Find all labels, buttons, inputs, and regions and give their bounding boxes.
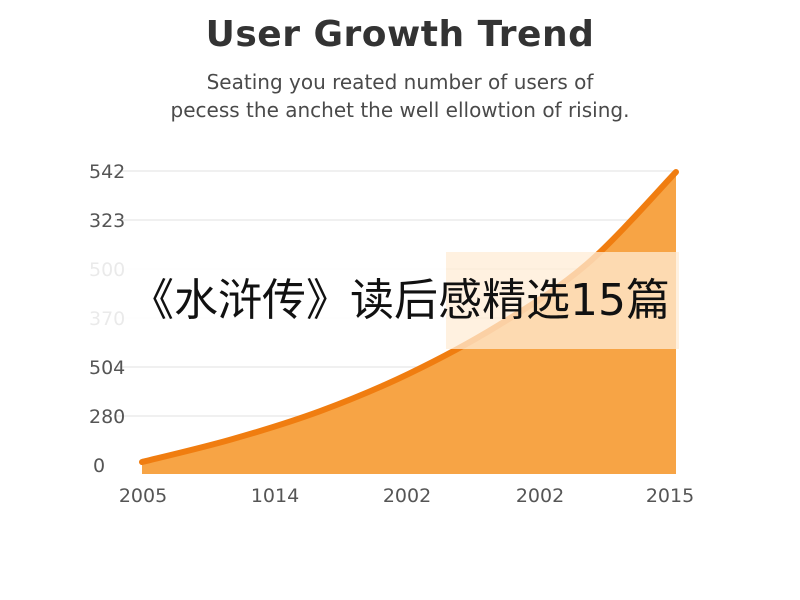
- subtitle-line-2: pecess the anchet the well ellowtion of …: [170, 98, 630, 122]
- x-axis-tick-labels: 2005 1014 2002 2002 2015: [119, 485, 694, 507]
- x-tick-label: 2002: [516, 485, 564, 507]
- overlay-caption: 《水浒传》读后感精选15篇: [130, 275, 670, 326]
- y-tick-label: 0: [93, 455, 105, 477]
- x-tick-label: 1014: [251, 485, 299, 507]
- x-tick-label: 2005: [119, 485, 167, 507]
- x-tick-label: 2015: [646, 485, 694, 507]
- overlay-banner: [0, 252, 800, 349]
- y-tick-label: 542: [89, 161, 125, 183]
- overlay-banner-left: [0, 252, 446, 349]
- x-tick-label: 2002: [383, 485, 431, 507]
- chart-subtitle: Seating you reated number of users of pe…: [100, 68, 700, 124]
- overlay-banner-right: [446, 252, 679, 349]
- series-area: [142, 172, 676, 474]
- y-tick-label: 323: [89, 210, 125, 232]
- chart-title: User Growth Trend: [205, 14, 595, 55]
- subtitle-line-1: Seating you reated number of users of: [206, 70, 594, 94]
- y-tick-label: 504: [89, 357, 125, 379]
- y-tick-label: 280: [89, 406, 125, 428]
